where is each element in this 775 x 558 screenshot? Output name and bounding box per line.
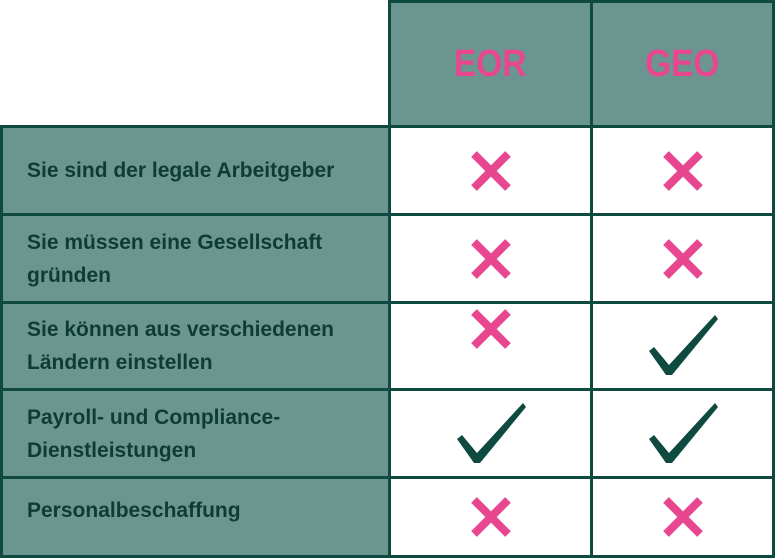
row-label: Personalbeschaffung: [0, 476, 391, 558]
row-label-text: Sie müssen eine Gesellschaft gründen: [27, 230, 323, 287]
row-label-text: Payroll- und Compliance-Dienstleistungen: [27, 405, 281, 462]
row-1-geo-cell: [590, 213, 775, 304]
cross-icon: [470, 309, 511, 349]
row-label-text: Sie können aus verschiedenen Ländern ein…: [27, 318, 334, 374]
row-3-eor-cell: [388, 388, 593, 479]
column-header-geo-label: GEO: [645, 42, 720, 85]
column-header-geo: GEO: [590, 0, 775, 128]
cross-icon: [662, 238, 703, 279]
row-label-text: Sie sind der legale Arbeitgeber: [27, 159, 335, 182]
row-0-eor-cell: [388, 125, 593, 216]
cross-icon: [470, 150, 511, 191]
column-header-eor: EOR: [388, 0, 593, 128]
cross-icon: [662, 150, 703, 191]
row-label: Sie müssen eine Gesellschaft gründen: [0, 213, 391, 304]
row-3-geo-cell: [590, 388, 775, 479]
row-label: Sie können aus verschiedenen Ländern ein…: [0, 301, 391, 391]
checkmark-icon: [648, 402, 718, 463]
column-header-eor-label: EOR: [454, 42, 527, 85]
cross-icon: [470, 238, 511, 279]
row-label: Payroll- und Compliance-Dienstleistungen: [0, 388, 391, 479]
row-label: Sie sind der legale Arbeitgeber: [0, 125, 391, 216]
row-2-eor-cell: [388, 301, 593, 391]
cross-icon: [470, 497, 511, 537]
cross-icon: [662, 497, 703, 537]
row-0-geo-cell: [590, 125, 775, 216]
checkmark-icon: [648, 315, 718, 375]
row-1-eor-cell: [388, 213, 593, 304]
row-4-geo-cell: [590, 476, 775, 558]
row-2-geo-cell: [590, 301, 775, 391]
row-4-eor-cell: [388, 476, 593, 558]
row-label-text: Personalbeschaffung: [27, 498, 241, 522]
checkmark-icon: [456, 402, 526, 463]
